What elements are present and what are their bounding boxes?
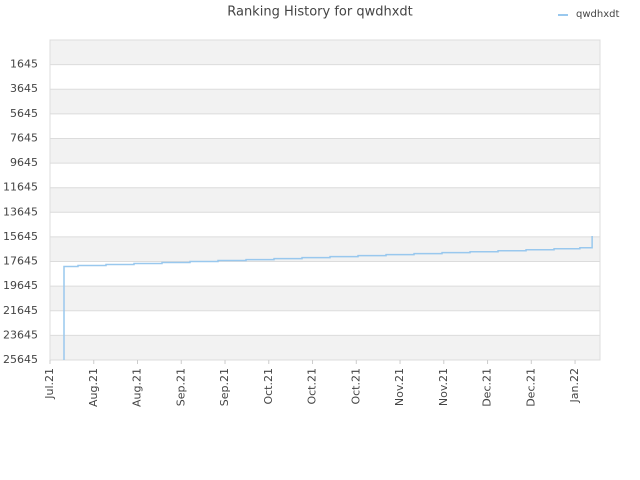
chart-title: Ranking History for qwdhxdt (227, 5, 413, 20)
x-tick-label: Oct.21 (306, 368, 319, 405)
y-tick-label: 5645 (10, 107, 38, 120)
legend-label: qwdhxdt (576, 9, 619, 20)
plot-band (50, 163, 600, 188)
x-tick-label: Sep.21 (218, 368, 231, 406)
series-line (63, 235, 593, 360)
x-tick-label: Dec.21 (524, 368, 537, 407)
plot-band (50, 89, 600, 114)
x-tick-label: Aug.21 (131, 368, 144, 407)
y-tick-label: 17645 (3, 255, 38, 268)
plot-band (50, 64, 600, 90)
y-tick-label: 3645 (10, 82, 38, 95)
y-tick-label: 11645 (3, 181, 38, 194)
x-tick-label: Sep.21 (174, 368, 187, 406)
x-tick-label: Jul.21 (43, 368, 56, 400)
plot-band (50, 138, 600, 164)
plot-band (50, 40, 600, 65)
x-tick-label: Nov.21 (393, 368, 406, 406)
plot-band (50, 310, 600, 336)
y-tick-label: 15645 (3, 230, 38, 243)
plot-band (50, 335, 600, 360)
y-tick-label: 1645 (10, 58, 38, 71)
y-tick-label: 25645 (3, 353, 38, 366)
plot-band (50, 113, 600, 139)
plot-band (50, 286, 600, 311)
x-tick-label: Dec.21 (481, 368, 494, 407)
x-tick-label: Oct.21 (262, 368, 275, 405)
x-tick-label: Aug.21 (87, 368, 100, 407)
y-tick-label: 13645 (3, 205, 38, 218)
x-tick-label: Oct.21 (349, 368, 362, 405)
plot-band (50, 187, 600, 213)
y-tick-label: 7645 (10, 131, 38, 144)
plot-band (50, 261, 600, 287)
plot-band (50, 212, 600, 237)
y-tick-label: 19645 (3, 279, 38, 292)
y-tick-label: 23645 (3, 328, 38, 341)
x-tick-label: Nov.21 (437, 368, 450, 406)
x-tick-label: Jan.22 (568, 368, 581, 403)
y-tick-label: 9645 (10, 156, 38, 169)
y-tick-label: 21645 (3, 304, 38, 317)
